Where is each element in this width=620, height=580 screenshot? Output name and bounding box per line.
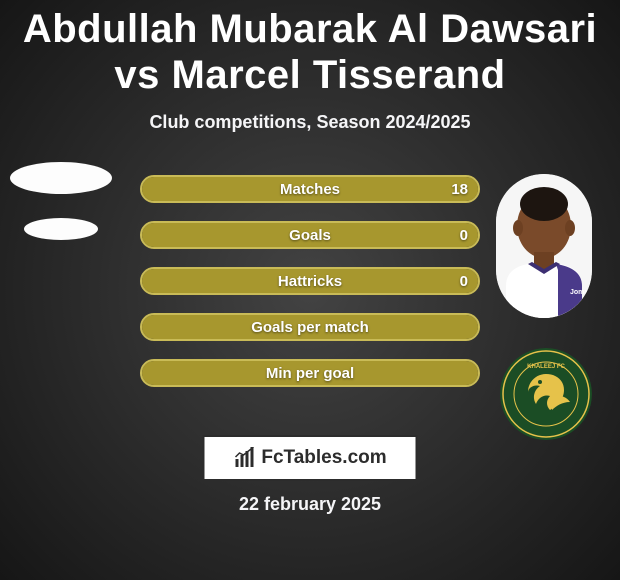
comparison-date: 22 february 2025 bbox=[0, 494, 620, 515]
ellipse-shape bbox=[10, 162, 112, 194]
stat-bar: Hattricks 0 bbox=[140, 267, 480, 295]
stat-bar-value-right: 0 bbox=[460, 273, 468, 290]
svg-text:Joma: Joma bbox=[570, 289, 588, 296]
svg-text:KHALEEJ FC: KHALEEJ FC bbox=[527, 364, 565, 370]
branding-text: FcTables.com bbox=[261, 447, 386, 469]
comparison-subtitle: Club competitions, Season 2024/2025 bbox=[0, 112, 620, 133]
player-left-photo bbox=[8, 162, 113, 272]
player-right-photo: Joma bbox=[496, 174, 592, 318]
stat-bar-value-right: 18 bbox=[451, 181, 468, 198]
player-right-club-crest: KHALEEJ FC bbox=[500, 348, 592, 440]
stats-bars: Matches 18 Goals 0 Hattricks 0 Goals per match… bbox=[140, 175, 480, 405]
comparison-title: Abdullah Mubarak Al Dawsari vs Marcel Ti… bbox=[0, 0, 620, 98]
stat-bar: Matches 18 bbox=[140, 175, 480, 203]
stat-bar-label: Matches bbox=[280, 181, 340, 198]
stat-bar: Goals 0 bbox=[140, 221, 480, 249]
stat-bar-value-right: 0 bbox=[460, 227, 468, 244]
stat-bar: Min per goal bbox=[140, 359, 480, 387]
ellipse-shape bbox=[24, 218, 98, 240]
stat-bar-label: Goals bbox=[289, 227, 331, 244]
chart-icon bbox=[233, 447, 255, 469]
stat-bar-label: Min per goal bbox=[266, 365, 354, 382]
stat-bar: Goals per match bbox=[140, 313, 480, 341]
branding-logo: FcTables.com bbox=[203, 435, 418, 481]
stat-bar-label: Hattricks bbox=[278, 273, 342, 290]
stat-bar-label: Goals per match bbox=[251, 319, 369, 336]
